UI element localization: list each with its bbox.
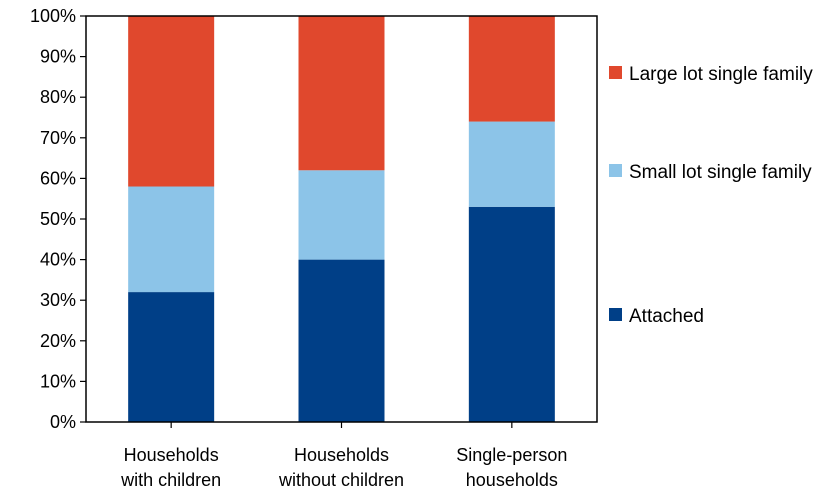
legend-label: Small lot single family [629, 162, 812, 183]
bars-group [128, 16, 555, 422]
legend: Large lot single family Small lot single … [609, 64, 813, 327]
y-tick-label: 10% [40, 371, 76, 391]
y-tick-label: 0% [50, 412, 76, 432]
y-tick-label: 70% [40, 128, 76, 148]
y-tick-label: 60% [40, 168, 76, 188]
y-tick-label: 40% [40, 250, 76, 270]
x-category-label: households [466, 470, 558, 490]
bar-segment-large-lot-single-family [298, 16, 385, 171]
x-category-label: Single-person [456, 445, 567, 465]
bar-segment-small-lot-single-family [298, 170, 385, 260]
x-category-label: without children [278, 470, 404, 490]
bar-segment-small-lot-single-family [468, 121, 555, 207]
y-axis: 0% 10% 20% 30% 40% 50% 60% 70% 80% 90% 100% [30, 6, 86, 432]
legend-swatch [609, 164, 622, 177]
y-tick-label: 100% [30, 6, 76, 26]
bar-segment-attached [298, 259, 385, 422]
x-category-label: Households [294, 445, 389, 465]
legend-swatch [609, 66, 622, 79]
legend-swatch [609, 308, 622, 321]
x-category-label: with children [120, 470, 221, 490]
y-tick-label: 50% [40, 209, 76, 229]
bar-segment-large-lot-single-family [468, 16, 555, 122]
bar-segment-large-lot-single-family [128, 16, 215, 187]
bar-segment-attached [468, 206, 555, 422]
bar-segment-small-lot-single-family [128, 186, 215, 293]
y-tick-label: 30% [40, 290, 76, 310]
y-tick-label: 20% [40, 331, 76, 351]
legend-label: Large lot single family [629, 64, 813, 85]
x-category-label: Households [124, 445, 219, 465]
bar-segment-attached [128, 292, 215, 422]
y-tick-label: 80% [40, 87, 76, 107]
y-tick-label: 90% [40, 47, 76, 67]
x-axis: Households with children Households without… [120, 422, 567, 490]
legend-label: Attached [629, 306, 704, 327]
